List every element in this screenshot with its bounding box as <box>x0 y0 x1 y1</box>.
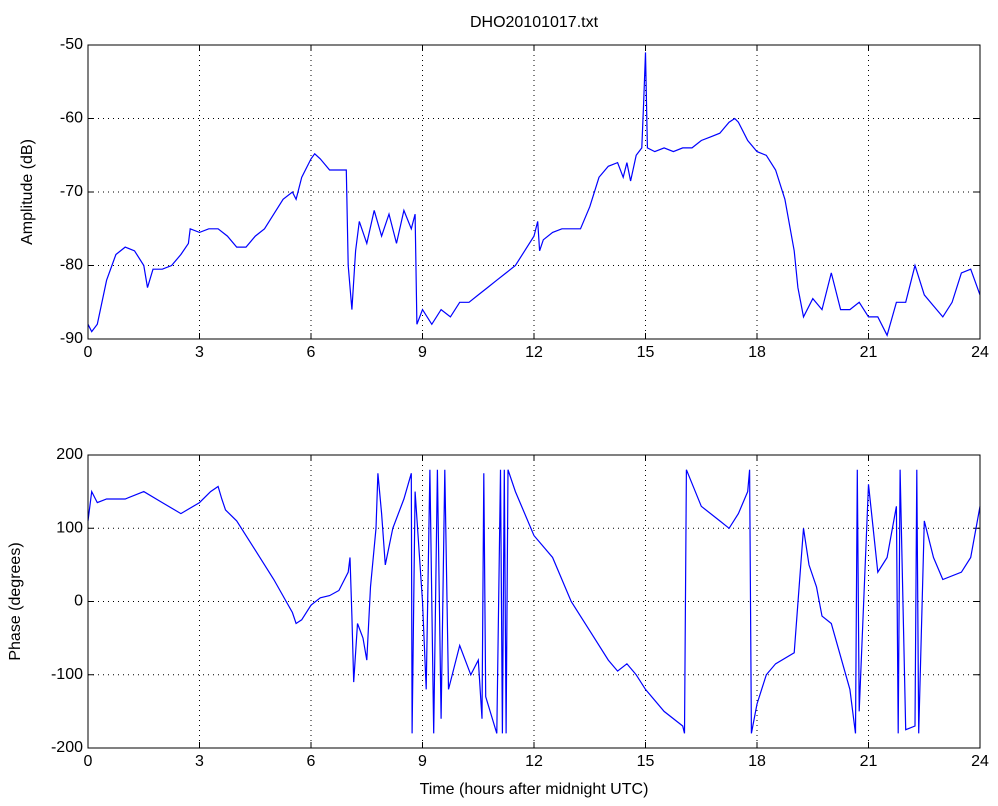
x-tick-label: 15 <box>637 344 655 361</box>
x-tick-label: 9 <box>418 753 427 770</box>
x-tick-label: 12 <box>525 344 543 361</box>
y-axis-label: Phase (degrees) <box>7 542 24 660</box>
x-tick-label: 15 <box>637 753 655 770</box>
x-tick-label: 24 <box>971 344 989 361</box>
data-line <box>87 469 981 734</box>
chart-title: DHO20101017.txt <box>470 14 599 31</box>
x-tick-label: 0 <box>84 753 93 770</box>
x-tick-label: 3 <box>195 753 204 770</box>
y-tick-label: -50 <box>60 36 83 53</box>
x-tick-label: 0 <box>84 344 93 361</box>
x-tick-label: 21 <box>860 344 878 361</box>
y-tick-label: -80 <box>60 257 83 274</box>
x-axis-label: Time (hours after midnight UTC) <box>420 781 649 798</box>
x-tick-label: 24 <box>971 753 989 770</box>
y-tick-label: 0 <box>74 593 83 610</box>
plot-frame <box>87 454 981 749</box>
x-tick-label: 18 <box>748 753 766 770</box>
x-tick-label: 9 <box>418 344 427 361</box>
x-tick-label: 21 <box>860 753 878 770</box>
y-tick-label: 100 <box>56 519 83 536</box>
x-tick-label: 18 <box>748 344 766 361</box>
y-tick-label: -90 <box>60 330 83 347</box>
y-tick-label: -70 <box>60 183 83 200</box>
x-tick-label: 3 <box>195 344 204 361</box>
y-tick-label: -100 <box>51 666 83 683</box>
x-tick-label: 12 <box>525 753 543 770</box>
y-tick-label: -60 <box>60 110 83 127</box>
y-tick-label: 200 <box>56 446 83 463</box>
data-line <box>87 52 981 337</box>
x-tick-label: 6 <box>307 753 316 770</box>
y-tick-label: -200 <box>51 739 83 756</box>
x-tick-label: 6 <box>307 344 316 361</box>
y-axis-label: Amplitude (dB) <box>19 139 36 245</box>
plot-frame <box>87 44 981 340</box>
